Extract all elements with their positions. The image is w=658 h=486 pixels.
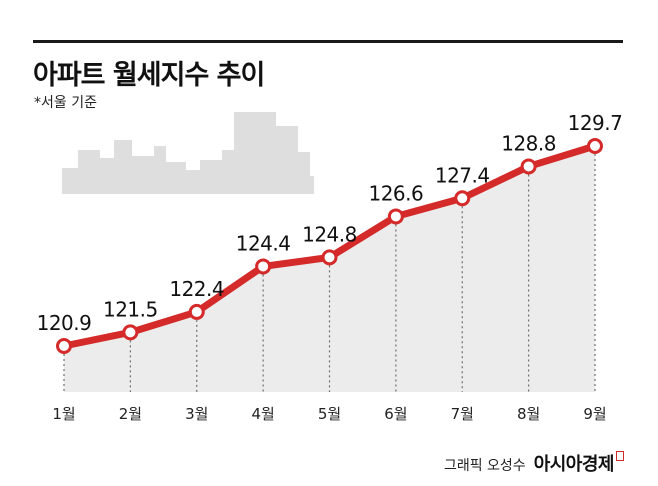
value-label: 127.4 (435, 163, 490, 187)
brand-mark-icon (616, 451, 624, 461)
data-point (387, 208, 404, 225)
data-point (520, 158, 537, 175)
subtitle: *서울 기준 (34, 95, 97, 111)
value-label: 124.8 (302, 222, 357, 246)
data-points (56, 138, 603, 354)
data-point (122, 324, 139, 341)
page-title: 아파트 월세지수 추이 (33, 60, 265, 91)
value-label: 124.4 (236, 231, 291, 255)
data-point (255, 258, 272, 275)
value-label: 128.8 (501, 131, 556, 155)
brand-logo: 아시아경제 (533, 454, 615, 475)
x-tick-label: 4월 (251, 405, 274, 423)
x-axis-labels: 1월 2월 3월 4월 5월 6월 7월 8월 9월 (52, 405, 606, 423)
value-label: 126.6 (368, 181, 423, 205)
footer: 그래픽 오성수 아시아경제 (444, 450, 624, 476)
data-point (56, 338, 72, 354)
data-point (321, 249, 338, 266)
data-point (454, 190, 471, 207)
x-tick-label: 1월 (52, 405, 75, 423)
value-label: 121.5 (103, 297, 158, 321)
skyline-decoration (62, 112, 314, 194)
value-label: 120.9 (37, 311, 92, 335)
data-point (587, 138, 603, 154)
x-tick-label: 7월 (451, 405, 474, 423)
x-tick-label: 8월 (517, 405, 540, 423)
drop-lines (63, 154, 596, 392)
x-tick-label: 3월 (185, 405, 208, 423)
value-label: 129.7 (568, 111, 623, 135)
data-point (188, 303, 205, 320)
graphic-credit: 그래픽 오성수 (443, 458, 526, 474)
x-tick-label: 6월 (384, 405, 407, 423)
value-labels: 120.9 121.5 122.4 124.4 124.8 126.6 127.4 128.8… (37, 111, 623, 335)
x-tick-label: 2월 (119, 405, 142, 423)
top-rule (33, 40, 623, 43)
x-tick-label: 5월 (318, 405, 341, 423)
value-label: 122.4 (169, 277, 224, 301)
x-tick-label: 9월 (583, 405, 606, 423)
